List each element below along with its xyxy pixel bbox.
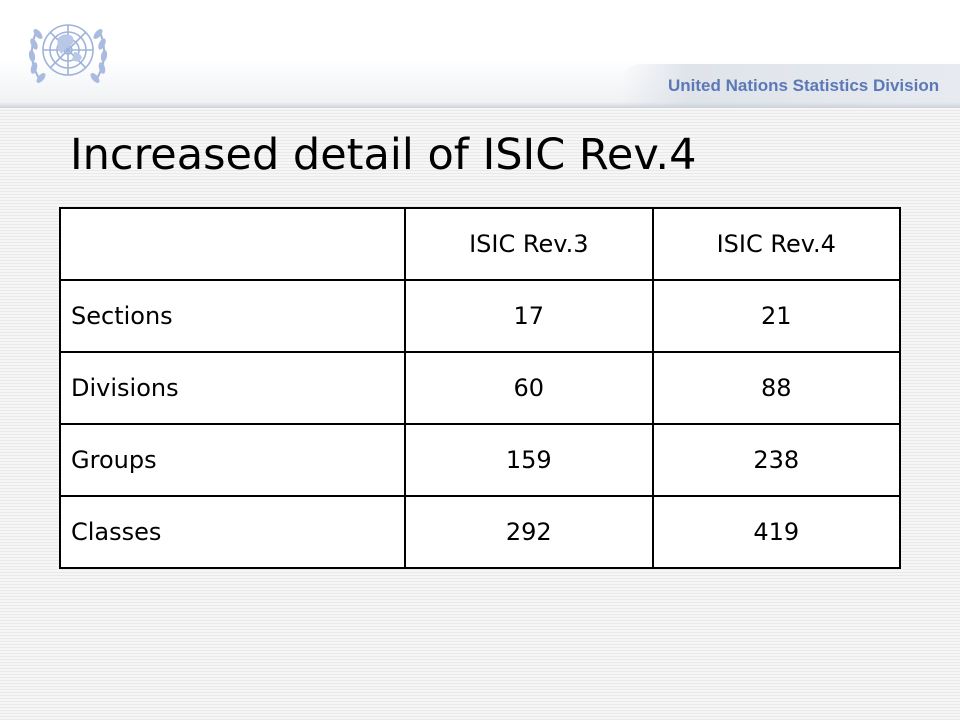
- cell-groups-rev4: 238: [651, 423, 902, 497]
- cell-classes-rev3: 292: [404, 495, 654, 569]
- header-band: United Nations Statistics Division: [0, 0, 960, 108]
- cell-classes-rev4: 419: [651, 495, 902, 569]
- row-label-classes: Classes: [58, 495, 407, 569]
- cell-groups-rev3: 159: [404, 423, 654, 497]
- cell-sections-rev3: 17: [404, 279, 654, 353]
- table-header-row: ISIC Rev.3 ISIC Rev.4: [58, 207, 902, 281]
- table-row: Sections 17 21: [58, 279, 902, 353]
- cell-divisions-rev3: 60: [404, 351, 654, 425]
- table-row: Divisions 60 88: [58, 351, 902, 425]
- row-label-sections: Sections: [58, 279, 407, 353]
- cell-sections-rev4: 21: [651, 279, 902, 353]
- table-row: Groups 159 238: [58, 423, 902, 497]
- row-label-groups: Groups: [58, 423, 407, 497]
- isic-comparison-table: ISIC Rev.3 ISIC Rev.4 Sections 17 21 Div…: [58, 207, 902, 569]
- table-row: Classes 292 419: [58, 495, 902, 569]
- page-title: Increased detail of ISIC Rev.4: [70, 130, 697, 180]
- header-cell-isic-rev3: ISIC Rev.3: [404, 207, 654, 281]
- header-cell-empty: [58, 207, 407, 281]
- cell-divisions-rev4: 88: [651, 351, 902, 425]
- division-bar: [620, 64, 960, 108]
- row-label-divisions: Divisions: [58, 351, 407, 425]
- un-emblem-icon: [28, 24, 108, 83]
- organization-name: United Nations Statistics Division: [668, 76, 940, 95]
- header-cell-isic-rev4: ISIC Rev.4: [651, 207, 902, 281]
